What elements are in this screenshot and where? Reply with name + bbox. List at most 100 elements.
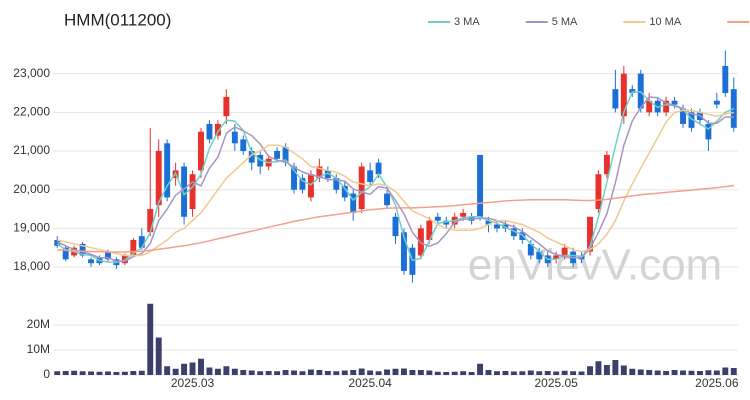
volume-bar — [434, 371, 441, 375]
volume-bar — [671, 370, 678, 375]
candle-body — [181, 166, 188, 217]
volume-bar — [595, 361, 602, 375]
legend-label: 10 MA — [649, 16, 681, 28]
volume-bar — [713, 370, 720, 375]
volume-bar — [350, 370, 357, 375]
volume-bar — [291, 370, 297, 375]
volume-bar — [341, 370, 348, 375]
volume-bar — [409, 370, 416, 375]
volume-bar — [121, 371, 128, 375]
volume-bar — [138, 370, 145, 375]
volume-bar — [307, 369, 314, 375]
candle-body — [316, 166, 323, 179]
candle-body — [553, 255, 560, 260]
volume-bar — [502, 371, 509, 375]
candle-body — [79, 243, 86, 256]
volume-bar — [198, 358, 204, 375]
volume-bar — [705, 370, 712, 375]
candle-body — [299, 178, 306, 190]
candle-body — [223, 96, 230, 117]
volume-bar — [460, 371, 467, 375]
candle-body — [333, 178, 340, 190]
candle-body — [426, 220, 433, 240]
y-tick-label: 21,000 — [13, 143, 50, 157]
candle-body — [54, 239, 61, 246]
volume-bar — [536, 371, 543, 375]
candle-body — [307, 174, 314, 198]
candle-body — [477, 154, 484, 217]
candle-body — [248, 151, 255, 163]
volume-bar — [79, 371, 86, 375]
volume-bar — [257, 371, 264, 375]
volume-bar — [71, 370, 78, 375]
volume-bar — [248, 370, 255, 375]
volume-bar — [654, 370, 661, 375]
volume-bar — [527, 370, 534, 375]
candle-body — [663, 100, 670, 113]
volume-bar — [282, 370, 289, 375]
candle-body — [375, 162, 382, 175]
candle-body — [164, 143, 171, 198]
candle-body — [595, 174, 602, 210]
volume-bar — [181, 363, 188, 375]
volume-bar — [223, 366, 230, 375]
candle-body — [713, 100, 720, 105]
watermark: enVievV.com — [468, 241, 722, 290]
candle-body — [291, 166, 297, 190]
volume-bar — [240, 370, 247, 375]
volume-bar — [333, 371, 340, 375]
volume-bar — [730, 368, 737, 375]
volume-bar — [451, 371, 458, 375]
candle-body — [155, 151, 162, 206]
y-tick-label: 19,000 — [13, 221, 50, 235]
x-tick-label: 2025.04 — [348, 376, 392, 390]
y-tick-label: 23,000 — [13, 66, 50, 80]
candle-body — [240, 139, 247, 152]
candle-body — [536, 251, 543, 260]
candle-body — [629, 89, 636, 94]
x-tick-label: 2025.06 — [695, 376, 739, 390]
volume-bar — [62, 371, 69, 375]
volume-bar — [485, 370, 492, 375]
volume-bar — [663, 371, 670, 375]
volume-bar — [494, 371, 500, 375]
candle-body — [443, 220, 450, 225]
volume-bar — [392, 368, 399, 375]
candle-body — [62, 247, 69, 260]
volume-bar — [155, 337, 162, 375]
y-tick-label: 22,000 — [13, 105, 50, 119]
volume-bar — [587, 366, 593, 375]
volume-bar — [519, 371, 526, 375]
candle-body — [274, 151, 281, 159]
volume-bar — [206, 367, 213, 375]
candle-body — [282, 147, 289, 163]
volume-tick-label: 20M — [27, 317, 50, 331]
candle-body — [130, 239, 137, 256]
candle-body — [367, 170, 374, 182]
volume-bar — [96, 371, 103, 375]
candle-body — [257, 154, 264, 167]
candle-body — [620, 73, 627, 117]
volume-bar — [231, 368, 238, 375]
candle-body — [105, 251, 111, 260]
candle-body — [147, 209, 154, 233]
volume-bar — [578, 371, 585, 375]
volume-bar — [400, 368, 407, 375]
volume-bar — [105, 371, 111, 375]
candle-body — [358, 166, 365, 210]
chart-title: HMM(011200) — [64, 10, 171, 29]
volume-bar — [358, 368, 365, 375]
candle-body — [603, 154, 610, 175]
volume-bar — [147, 303, 154, 375]
volume-bar — [214, 368, 221, 375]
candle-body — [680, 108, 686, 124]
candle-body — [637, 73, 644, 109]
volume-bar — [274, 371, 281, 375]
legend-label: 5 MA — [552, 16, 578, 28]
candle-body — [400, 232, 407, 271]
volume-bar — [443, 372, 450, 375]
candle-body — [494, 224, 500, 229]
volume-bar — [189, 362, 196, 375]
volume-bar — [646, 370, 653, 375]
y-tick-label: 18,000 — [13, 259, 50, 273]
